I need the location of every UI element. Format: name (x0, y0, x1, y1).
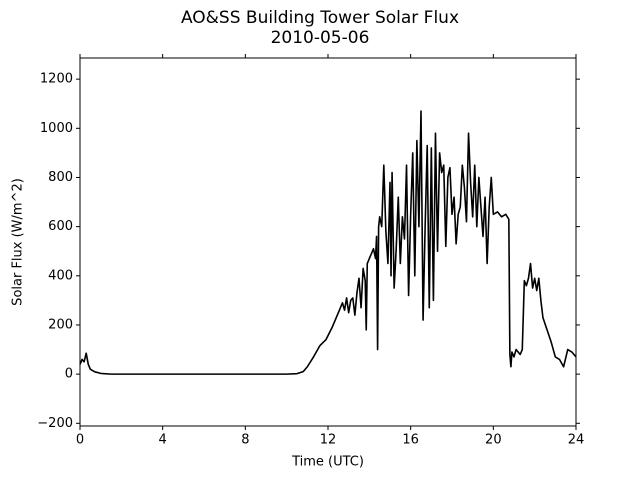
y-tick-label: −200 (37, 416, 73, 431)
x-axis-label: Time (UTC) (291, 455, 364, 470)
y-tick-label: 1200 (40, 72, 73, 87)
y-tick-label: 200 (48, 317, 73, 332)
y-tick-label: 600 (48, 219, 73, 234)
y-tick-label: 800 (48, 170, 73, 185)
data-line (79, 110, 577, 375)
chart-subtitle: 2010-05-06 (271, 28, 370, 48)
x-tick-label: 4 (159, 433, 167, 448)
y-axis-label: Solar Flux (W/m^2) (11, 178, 26, 306)
x-tick-label: 8 (241, 433, 249, 448)
chart-title: AO&SS Building Tower Solar Flux (181, 8, 459, 28)
y-tick-label: 0 (65, 367, 73, 382)
y-tick-label: 400 (48, 268, 73, 283)
x-tick-label: 16 (402, 433, 419, 448)
x-tick-label: 0 (76, 433, 84, 448)
x-tick-label: 12 (320, 433, 337, 448)
y-tick-label: 1000 (40, 121, 73, 136)
x-tick-label: 24 (568, 433, 585, 448)
plot-frame (79, 57, 577, 427)
x-tick-label: 20 (485, 433, 502, 448)
